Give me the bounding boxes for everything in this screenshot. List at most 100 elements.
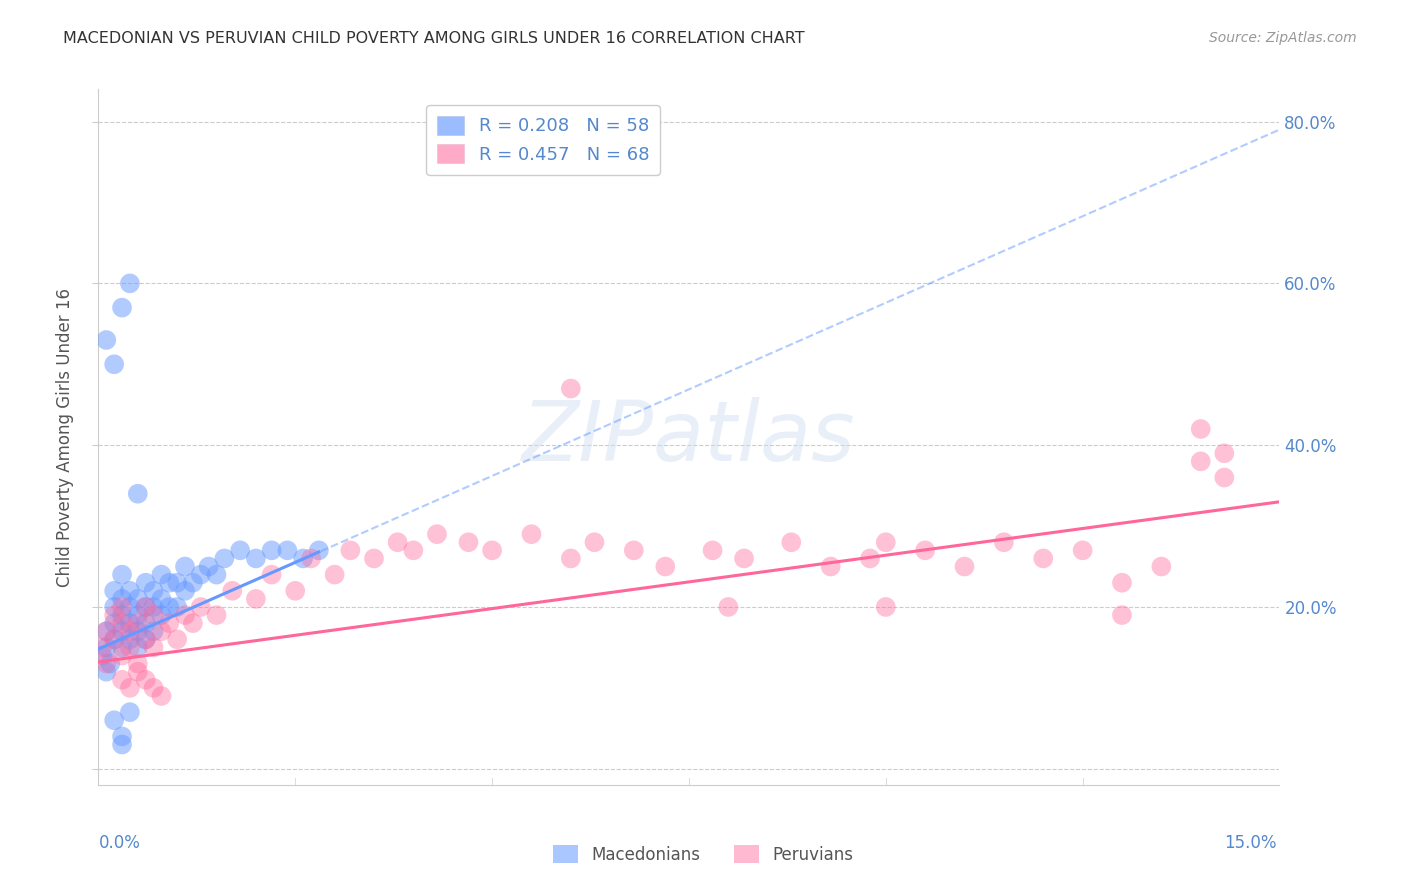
Point bbox=[135, 632, 157, 647]
Point bbox=[1150, 559, 1173, 574]
Point bbox=[127, 624, 149, 639]
Point bbox=[142, 624, 165, 639]
Point bbox=[111, 301, 134, 315]
Point bbox=[323, 567, 346, 582]
Point bbox=[150, 608, 173, 623]
Point bbox=[96, 640, 118, 655]
Point bbox=[174, 559, 197, 574]
Text: 15.0%: 15.0% bbox=[1225, 834, 1277, 852]
Point bbox=[1111, 575, 1133, 590]
Point bbox=[166, 575, 188, 590]
Point bbox=[118, 681, 141, 695]
Point bbox=[221, 583, 243, 598]
Point bbox=[111, 616, 134, 631]
Point bbox=[111, 730, 134, 744]
Point bbox=[103, 583, 125, 598]
Point bbox=[135, 575, 157, 590]
Point bbox=[190, 599, 212, 614]
Point bbox=[118, 632, 141, 647]
Point bbox=[127, 640, 149, 655]
Point bbox=[142, 640, 165, 655]
Point bbox=[118, 583, 141, 598]
Point bbox=[953, 559, 976, 574]
Text: ZIPatlas: ZIPatlas bbox=[522, 397, 856, 477]
Point bbox=[181, 616, 204, 631]
Point bbox=[111, 648, 134, 663]
Point bbox=[127, 591, 149, 606]
Point bbox=[150, 591, 173, 606]
Point bbox=[363, 551, 385, 566]
Point bbox=[157, 575, 180, 590]
Point bbox=[339, 543, 361, 558]
Point bbox=[118, 640, 141, 655]
Point bbox=[157, 599, 180, 614]
Point bbox=[1111, 608, 1133, 623]
Point bbox=[96, 624, 118, 639]
Point bbox=[111, 640, 134, 655]
Point bbox=[142, 681, 165, 695]
Point bbox=[142, 608, 165, 623]
Point bbox=[111, 591, 134, 606]
Point bbox=[914, 543, 936, 558]
Point bbox=[245, 551, 267, 566]
Point bbox=[142, 583, 165, 598]
Point bbox=[157, 616, 180, 631]
Point bbox=[135, 599, 157, 614]
Point bbox=[190, 567, 212, 582]
Legend: Macedonians, Peruvians: Macedonians, Peruvians bbox=[547, 838, 859, 871]
Point bbox=[260, 543, 283, 558]
Point bbox=[111, 608, 134, 623]
Point bbox=[717, 599, 740, 614]
Point bbox=[111, 738, 134, 752]
Point bbox=[387, 535, 409, 549]
Point bbox=[111, 567, 134, 582]
Point bbox=[260, 567, 283, 582]
Point bbox=[96, 665, 118, 679]
Point bbox=[135, 616, 157, 631]
Point bbox=[118, 616, 141, 631]
Point bbox=[560, 382, 582, 396]
Point bbox=[103, 616, 125, 631]
Point bbox=[733, 551, 755, 566]
Point bbox=[299, 551, 322, 566]
Point bbox=[91, 640, 114, 655]
Point bbox=[98, 657, 121, 671]
Point bbox=[142, 599, 165, 614]
Point bbox=[623, 543, 645, 558]
Point bbox=[118, 705, 141, 719]
Point bbox=[91, 648, 114, 663]
Point bbox=[181, 575, 204, 590]
Point bbox=[993, 535, 1015, 549]
Point bbox=[127, 608, 149, 623]
Point bbox=[96, 624, 118, 639]
Point bbox=[205, 608, 228, 623]
Point bbox=[245, 591, 267, 606]
Point bbox=[481, 543, 503, 558]
Point bbox=[118, 624, 141, 639]
Point bbox=[103, 599, 125, 614]
Point bbox=[103, 632, 125, 647]
Point bbox=[702, 543, 724, 558]
Point bbox=[583, 535, 606, 549]
Point bbox=[96, 657, 118, 671]
Legend: R = 0.208   N = 58, R = 0.457   N = 68: R = 0.208 N = 58, R = 0.457 N = 68 bbox=[426, 105, 659, 175]
Point bbox=[127, 665, 149, 679]
Point bbox=[426, 527, 449, 541]
Point bbox=[402, 543, 425, 558]
Point bbox=[820, 559, 842, 574]
Point bbox=[118, 599, 141, 614]
Point bbox=[135, 599, 157, 614]
Point bbox=[229, 543, 252, 558]
Point bbox=[859, 551, 882, 566]
Text: 0.0%: 0.0% bbox=[98, 834, 141, 852]
Point bbox=[1189, 422, 1212, 436]
Point bbox=[284, 583, 307, 598]
Point bbox=[111, 673, 134, 687]
Point bbox=[1213, 446, 1236, 460]
Point bbox=[308, 543, 330, 558]
Point bbox=[174, 583, 197, 598]
Point bbox=[118, 277, 141, 291]
Point bbox=[560, 551, 582, 566]
Point bbox=[1213, 470, 1236, 484]
Point bbox=[520, 527, 543, 541]
